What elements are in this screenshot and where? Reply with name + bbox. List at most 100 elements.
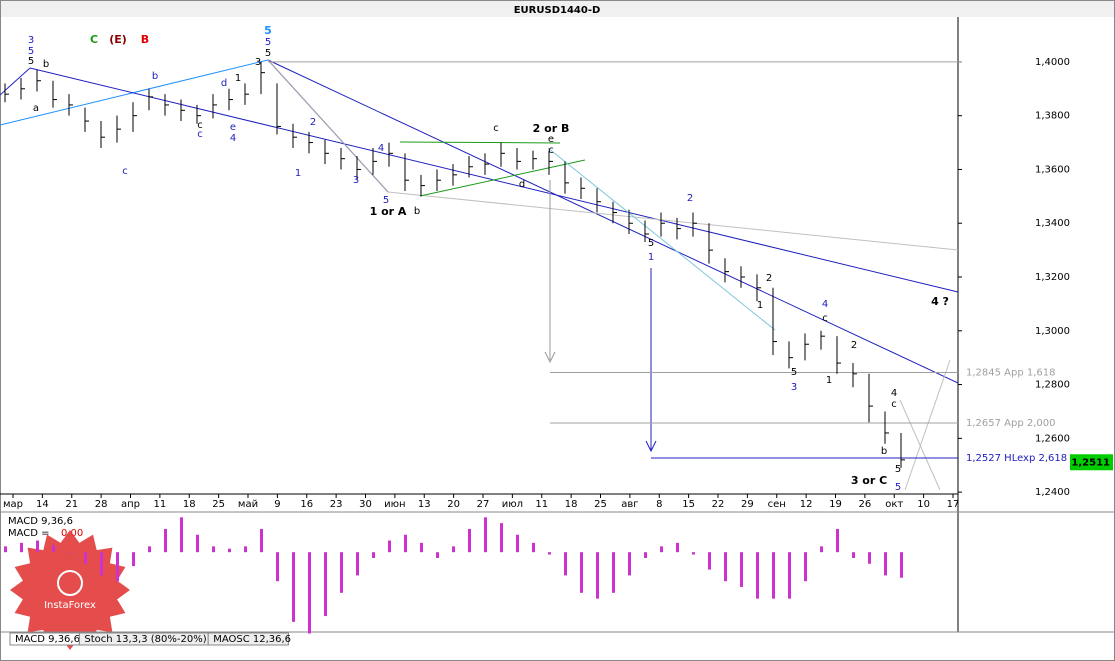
channel-line	[899, 399, 941, 491]
macd-bar	[708, 552, 711, 570]
wave-label: d	[519, 179, 525, 190]
wave-label: b	[414, 206, 420, 217]
macd-bar	[772, 552, 775, 599]
wave-label: 2	[851, 340, 857, 351]
arrow-head	[544, 351, 556, 364]
macd-bar	[580, 552, 583, 593]
macd-bar	[228, 548, 231, 553]
level-label: 1,2657 App 2,000	[966, 418, 1056, 429]
macd-bar	[404, 534, 407, 553]
macd-bar	[436, 552, 439, 558]
wave-label: B	[141, 33, 149, 46]
wave-label: 3	[28, 35, 34, 46]
wave-label: 5	[895, 464, 901, 475]
wave-label: e	[230, 122, 236, 133]
macd-bar	[324, 552, 327, 617]
wave-label: C	[90, 33, 98, 46]
x-tick-label: 9	[274, 499, 280, 510]
level-label: 1,2527 HLexp 2,618	[966, 453, 1067, 464]
wave-label: 4	[822, 299, 828, 310]
macd-bar	[36, 540, 39, 553]
macd-bar	[612, 552, 615, 593]
trend-lines	[0, 59, 959, 491]
wave-label: b	[881, 446, 887, 457]
macd-bar	[164, 528, 167, 553]
triangle-line	[399, 141, 561, 144]
x-tick-label: 27	[477, 499, 490, 510]
macd-bar	[148, 546, 151, 553]
x-tick-label: 8	[656, 499, 662, 510]
y-tick-label: 1,3800	[1035, 111, 1070, 122]
macd-bar	[420, 542, 423, 553]
tab-label: MACD 9,36,6	[15, 634, 80, 645]
x-tick-label: 25	[212, 499, 225, 510]
x-tick-label: 16	[300, 499, 313, 510]
y-tick-label: 1,3000	[1035, 326, 1070, 337]
macd-bar	[180, 517, 183, 553]
tab[interactable]	[207, 632, 289, 646]
x-tick-label: апр	[121, 499, 140, 510]
title-bar	[1, 1, 1114, 17]
channel-line	[267, 59, 389, 193]
wave-label: 2	[310, 117, 316, 128]
wave-label: e	[548, 134, 554, 145]
y-tick-label: 1,3200	[1035, 272, 1070, 283]
tab-label: MAOSC 12,36,6	[213, 634, 291, 645]
wave-label: 4	[891, 388, 897, 399]
last-price-box	[1070, 454, 1113, 471]
macd-bar	[884, 552, 887, 576]
wave-label: 2	[687, 193, 693, 204]
tab-label: Stoch 13,3,3 (80%-20%)	[84, 634, 206, 645]
x-tick-label: июл	[502, 499, 523, 510]
wave-label: 3	[791, 382, 797, 393]
wave-label: 5	[265, 37, 271, 48]
wave-label: b	[43, 59, 49, 70]
triangle-line	[419, 159, 586, 197]
x-tick-label: авг	[621, 499, 638, 510]
macd-bar	[660, 546, 663, 553]
x-tick-label: 21	[65, 499, 78, 510]
wave-label: c	[197, 120, 203, 131]
macd-bar	[484, 517, 487, 553]
wave-label: c	[197, 129, 203, 140]
x-tick-label: окт	[885, 499, 903, 510]
x-tick-label: 26	[859, 499, 872, 510]
wave-label: 3	[255, 57, 261, 68]
macd-bar	[532, 542, 535, 553]
macd-bar	[548, 552, 551, 555]
x-tick-label: 28	[95, 499, 108, 510]
x-tick-label: 12	[800, 499, 813, 510]
wave-label: 1	[235, 73, 241, 84]
wave-label: 5	[28, 56, 34, 67]
channel-line	[387, 191, 959, 251]
wave-label: 5	[648, 238, 654, 249]
macd-bar	[676, 542, 679, 553]
wave-label: 1	[295, 168, 301, 179]
wave-label: 1	[826, 375, 832, 386]
macd-bar	[20, 542, 23, 553]
wave-label: 5	[383, 195, 389, 206]
x-tick-label: 15	[682, 499, 695, 510]
macd-bar	[628, 552, 631, 576]
wave-label: 3 or C	[851, 474, 887, 487]
x-tick-label: 19	[829, 499, 842, 510]
macd-bar	[276, 552, 279, 582]
macd-bar	[244, 546, 247, 553]
wave-label: 3	[353, 175, 359, 186]
macd-bar	[260, 528, 263, 553]
macd-bar	[756, 552, 759, 599]
channel-line	[547, 147, 776, 331]
y-tick-label: 1,2800	[1035, 380, 1070, 391]
wave-label: 5	[28, 46, 34, 57]
wave-label: 1 or A	[370, 205, 407, 218]
last-price-label: 1,2511	[1071, 457, 1110, 468]
x-tick-label: 20	[447, 499, 460, 510]
macd-bar	[740, 552, 743, 588]
macd-bar	[308, 552, 311, 634]
x-tick-label: 13	[418, 499, 431, 510]
macd-bar	[804, 552, 807, 582]
wave-label: 5	[264, 24, 272, 37]
macd-bar	[84, 552, 87, 564]
